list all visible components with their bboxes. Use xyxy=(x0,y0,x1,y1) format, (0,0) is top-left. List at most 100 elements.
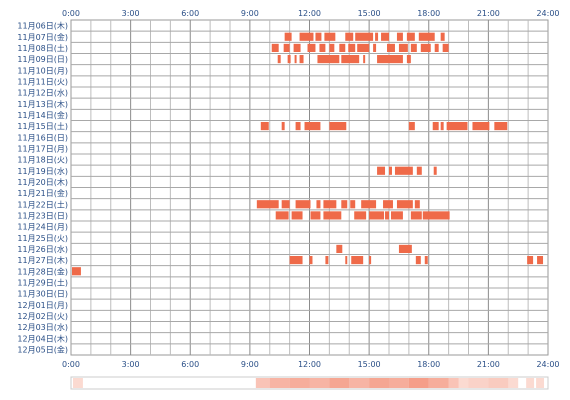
time-axis-bottom: 0:00 3:00 6:00 9:00 12:00 15:00 18:00 21:00 24:0… xyxy=(62,360,560,369)
activity-bar xyxy=(434,43,439,52)
activity-bar xyxy=(348,43,356,52)
time-axis-top: 0:00 3:00 6:00 9:00 12:00 15:00 18:00 21:00 24:0… xyxy=(62,9,560,18)
summary-band xyxy=(255,378,270,388)
activity-bar xyxy=(281,122,285,131)
time-tick-top: 12:00 xyxy=(298,9,321,18)
date-label: 11月11日(火) xyxy=(17,77,68,86)
activity-bar xyxy=(390,211,403,220)
activity-bar xyxy=(295,122,301,131)
date-label: 11月09日(日) xyxy=(17,55,68,64)
date-label: 11月13日(木) xyxy=(17,99,68,109)
date-labels: 11月06日(木)11月07日(金)11月08日(土) 11月09日(日) 11月1… xyxy=(17,21,68,355)
date-label: 11月27日(木) xyxy=(17,255,68,265)
summary-strip xyxy=(72,378,545,388)
activity-bar xyxy=(387,43,395,52)
activity-bar xyxy=(277,55,281,64)
activity-bar xyxy=(323,211,342,220)
summary-band xyxy=(508,378,519,388)
activity-bar xyxy=(323,200,337,209)
time-tick-top: 0:00 xyxy=(62,9,80,18)
activity-bar xyxy=(415,256,421,265)
activity-bar xyxy=(281,200,290,209)
summary-band xyxy=(369,378,389,388)
activity-bar xyxy=(341,200,348,209)
activity-bar xyxy=(385,211,389,220)
activity-bar xyxy=(369,256,372,265)
activity-bars xyxy=(71,32,544,276)
summary-band xyxy=(72,378,83,388)
activity-bar xyxy=(389,166,392,175)
activity-bar xyxy=(350,200,356,209)
activity-bar xyxy=(345,32,354,41)
summary-band xyxy=(389,378,409,388)
activity-bar xyxy=(275,211,289,220)
activity-bar xyxy=(406,55,411,64)
summary-band xyxy=(269,378,290,388)
activity-bar xyxy=(433,166,437,175)
activity-bar xyxy=(396,200,413,209)
activity-bar xyxy=(416,166,422,175)
activity-bar xyxy=(336,244,343,253)
summary-band xyxy=(329,378,350,388)
activity-bar xyxy=(396,32,403,41)
activity-bar xyxy=(410,211,422,220)
date-label: 11月15日(土) xyxy=(17,121,68,131)
date-label: 11月29日(土) xyxy=(17,277,68,287)
activity-bar xyxy=(422,211,450,220)
activity-bar xyxy=(294,55,297,64)
activity-bar xyxy=(394,166,413,175)
activity-bar xyxy=(410,43,417,52)
activity-bar xyxy=(341,55,360,64)
summary-band xyxy=(349,378,370,388)
activity-bar xyxy=(299,32,314,41)
time-tick-bottom: 12:00 xyxy=(298,360,321,369)
summary-band xyxy=(526,378,535,388)
date-label: 11月12日(水) xyxy=(17,88,68,98)
summary-band xyxy=(468,378,489,388)
time-tick-top: 24:00 xyxy=(536,9,559,18)
activity-bar xyxy=(377,55,403,64)
activity-bar xyxy=(408,122,415,131)
summary-band xyxy=(536,378,545,388)
date-label: 11月19日(水) xyxy=(17,166,68,176)
activity-bar xyxy=(299,55,304,64)
summary-band xyxy=(458,378,469,388)
date-label: 11月18日(火) xyxy=(17,156,68,165)
summary-band xyxy=(408,378,429,388)
activity-bar xyxy=(71,267,81,276)
summary-band xyxy=(428,378,449,388)
date-label: 12月03日(水) xyxy=(17,322,68,332)
summary-band xyxy=(309,378,330,388)
activity-bar xyxy=(381,32,389,41)
time-tick-top: 18:00 xyxy=(417,9,440,18)
date-label: 11月22日(土) xyxy=(17,199,68,209)
time-tick-bottom: 6:00 xyxy=(181,360,199,369)
date-label: 11月30日(日) xyxy=(17,290,68,299)
activity-bar xyxy=(440,122,444,131)
activity-bar xyxy=(527,256,534,265)
activity-bar xyxy=(418,32,435,41)
activity-bar xyxy=(345,256,348,265)
activity-bar xyxy=(256,200,279,209)
activity-bar xyxy=(375,32,379,41)
date-label: 12月04日(木) xyxy=(17,333,68,343)
activity-bar xyxy=(283,43,290,52)
activity-bar xyxy=(440,32,445,41)
date-label: 11月20日(木) xyxy=(17,177,68,187)
activity-bar xyxy=(420,43,431,52)
date-label: 11月23日(日) xyxy=(17,211,68,220)
activity-bar xyxy=(307,43,316,52)
activity-bar xyxy=(373,43,377,52)
activity-bar xyxy=(325,256,329,265)
time-tick-bottom: 21:00 xyxy=(477,360,500,369)
activity-bar xyxy=(271,43,279,52)
activity-bar xyxy=(339,43,346,52)
date-label: 11月07日(金) xyxy=(17,32,68,42)
activity-bar xyxy=(329,43,335,52)
date-label: 11月26日(水) xyxy=(17,244,68,254)
date-label: 11月16日(日) xyxy=(17,133,68,142)
activity-bar xyxy=(432,122,439,131)
time-tick-bottom: 0:00 xyxy=(62,360,80,369)
time-tick-top: 3:00 xyxy=(122,9,140,18)
